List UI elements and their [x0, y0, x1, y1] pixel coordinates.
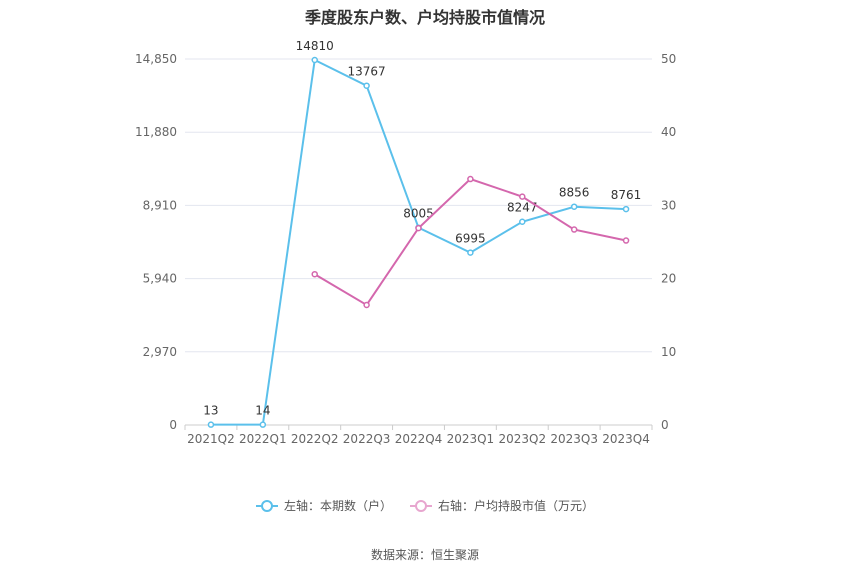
data-point	[311, 270, 318, 278]
data-label: 14810	[296, 39, 334, 53]
series-line-left	[210, 58, 627, 426]
y-right-tick-label: 20	[661, 272, 676, 286]
x-tick-label: 2023Q1	[447, 432, 495, 446]
y-left-tick-label: 0	[169, 418, 177, 432]
data-point	[259, 421, 267, 428]
data-label: 6995	[455, 232, 486, 246]
data-point	[622, 205, 630, 213]
x-tick-label: 2022Q4	[395, 432, 443, 446]
data-label: 8856	[559, 186, 590, 200]
chart-title: 季度股东户数、户均持股市值情况	[304, 8, 545, 27]
data-source: 数据来源：恒生聚源	[370, 548, 479, 562]
x-tick-label: 2022Q3	[343, 432, 391, 446]
data-point	[207, 421, 215, 428]
data-label: 13767	[348, 65, 386, 79]
data-point	[467, 175, 474, 183]
data-point	[415, 224, 422, 232]
data-point	[519, 218, 526, 225]
y-right-tick-label: 50	[661, 52, 676, 66]
x-tick-label: 2023Q4	[602, 432, 650, 446]
x-tick-label: 2023Q3	[550, 432, 598, 446]
x-tick-label: 2022Q1	[239, 432, 287, 446]
y-right-tick-label: 30	[661, 198, 676, 212]
y-left-tick-label: 2,970	[143, 345, 177, 359]
x-tick-label: 2023Q2	[498, 432, 546, 446]
y-left-tick-label: 5,940	[143, 272, 177, 286]
legend-item-left-series[interactable]: 左轴：本期数（户）	[255, 497, 392, 514]
x-tick-label: 2021Q2	[187, 432, 235, 446]
y-left-tick-label: 8,910	[143, 198, 177, 212]
y-right-tick-label: 0	[661, 418, 669, 432]
data-label: 8005	[403, 207, 434, 221]
data-point	[311, 56, 318, 64]
data-point	[622, 237, 630, 244]
data-label: 8247	[507, 201, 538, 215]
legend-marker-left-icon	[255, 499, 278, 512]
chart-legend: 左轴：本期数（户） 右轴：户均持股市值（万元）	[0, 497, 850, 514]
data-label: 13	[203, 404, 218, 418]
data-label: 14	[255, 404, 270, 418]
data-point	[570, 226, 578, 233]
x-tick-label: 2022Q2	[291, 432, 339, 446]
y-right-tick-label: 10	[661, 345, 676, 359]
legend-marker-right-icon	[410, 499, 432, 512]
data-point	[519, 193, 526, 200]
legend-label-right: 右轴：户均持股市值（万元）	[438, 499, 595, 513]
data-point	[363, 301, 370, 309]
legend-label-left: 左轴：本期数（户）	[283, 499, 392, 513]
data-label: 8761	[611, 188, 642, 202]
data-point	[467, 249, 474, 256]
data-point	[570, 203, 578, 210]
data-point	[363, 82, 370, 89]
y-right-tick-label: 40	[661, 125, 676, 139]
y-left-tick-label: 14,850	[135, 52, 177, 66]
y-left-tick-label: 11,880	[135, 125, 177, 139]
legend-item-right-series[interactable]: 右轴：户均持股市值（万元）	[410, 497, 594, 514]
